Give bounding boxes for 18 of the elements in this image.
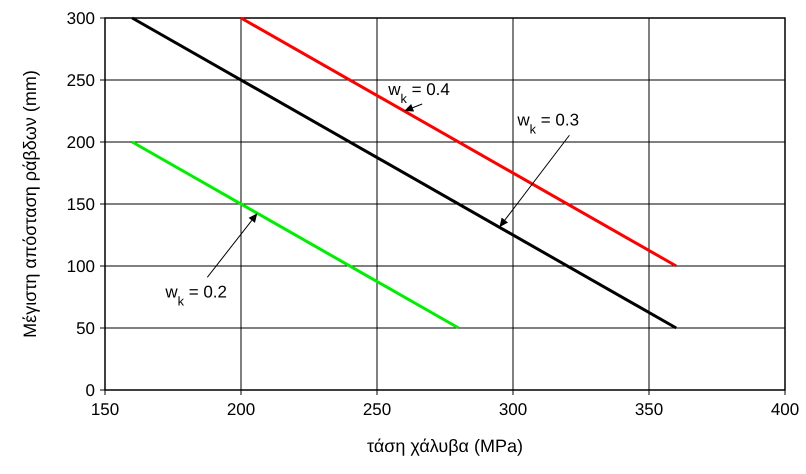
x-axis-title: τάση χάλυβα (MPa): [367, 436, 523, 456]
annotation: w$_{k}$ = 0.3: [516, 110, 580, 136]
y-tick-label: 150: [66, 195, 95, 214]
annotation: w$_{k}$ = 0.4: [387, 80, 450, 106]
x-tick-label: 300: [498, 400, 528, 419]
y-tick-label: 50: [76, 319, 95, 338]
annotation: w$_{k}$ = 0.2: [164, 282, 227, 308]
x-tick-label: 400: [770, 400, 800, 419]
x-tick-label: 250: [362, 400, 392, 419]
y-tick-label: 200: [66, 133, 95, 152]
y-tick-label: 250: [66, 71, 95, 90]
y-axis-title: Μέγιστη απόσταση ράβδων (mm): [20, 70, 40, 338]
y-tick-label: 300: [66, 9, 95, 28]
x-tick-label: 150: [90, 400, 120, 419]
y-tick-label: 100: [66, 257, 95, 276]
x-tick-label: 200: [226, 400, 256, 419]
y-tick-label: 0: [86, 381, 95, 400]
x-tick-label: 350: [634, 400, 664, 419]
